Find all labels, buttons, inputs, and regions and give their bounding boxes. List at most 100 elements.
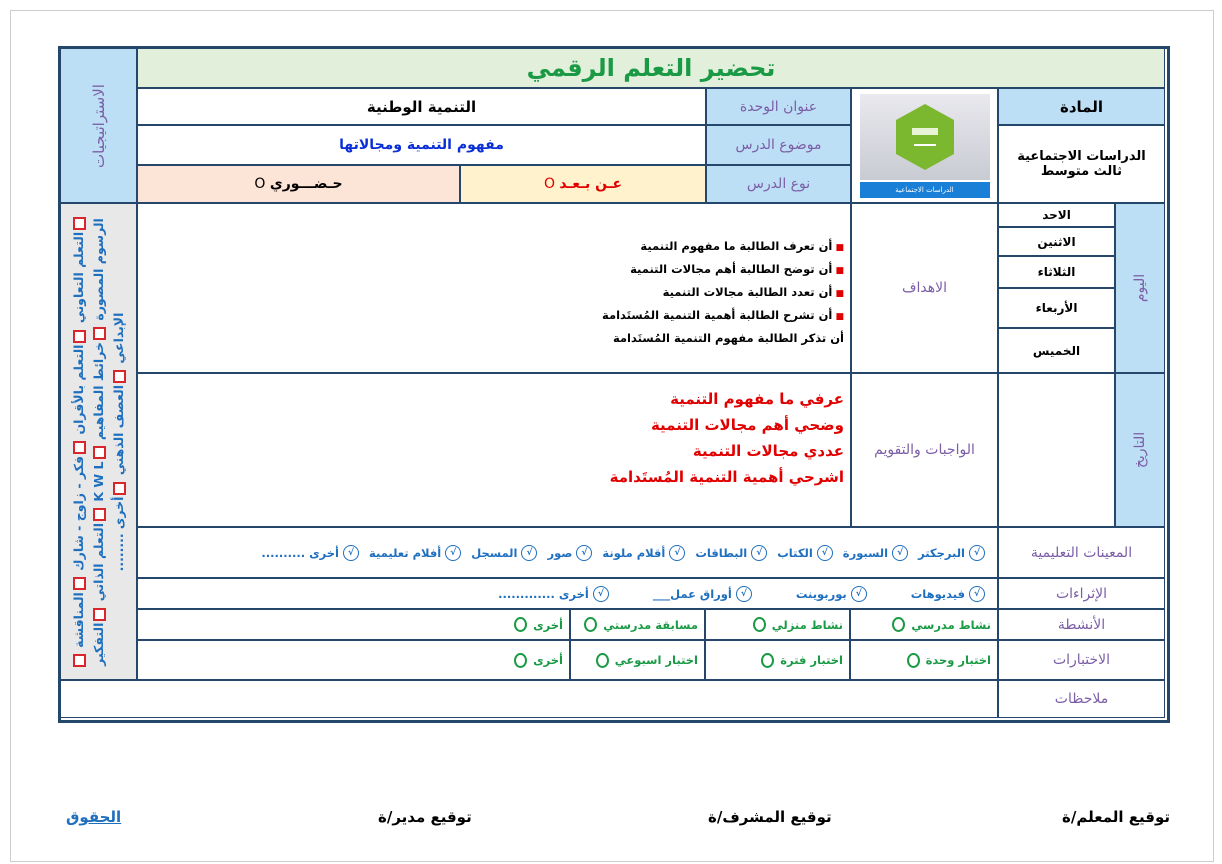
day-item[interactable]: الأربعاء xyxy=(998,288,1115,328)
radio-circle[interactable] xyxy=(514,617,528,632)
bullet-icon: ■ xyxy=(832,243,844,253)
checkbox[interactable] xyxy=(112,369,126,383)
strategy-option[interactable]: العصف الذهني xyxy=(111,367,126,475)
activities-label: الأنشطة xyxy=(998,609,1165,640)
remote-label: عـن بـعـد xyxy=(559,176,623,192)
tests-option[interactable]: اختبار اسبوعي xyxy=(570,640,705,680)
activities-label: أخرى xyxy=(533,617,563,632)
remote-radio[interactable]: O xyxy=(543,176,555,192)
in-person-label: حـضـــوري xyxy=(269,176,343,192)
enrichment-content: √ فيديوهات √ بوربوينت √ أوراق عمل___ √ أخرى ...… xyxy=(137,578,998,609)
checkbox[interactable] xyxy=(92,507,106,521)
objectives-content: ■ أن تعرف الطالبة ما مفهوم التنمية ■ أن ت… xyxy=(137,203,851,373)
check-circle-icon[interactable]: √ xyxy=(892,544,909,561)
radio-circle[interactable] xyxy=(595,652,609,668)
checkbox[interactable] xyxy=(112,481,126,495)
aids-option[interactable]: √ أفلام تعليمية xyxy=(369,544,465,561)
tests-option[interactable]: اختبار فترة xyxy=(705,640,850,680)
checkbox[interactable] xyxy=(72,576,86,590)
day-item[interactable]: الثلاثاء xyxy=(998,256,1115,288)
subject-logo xyxy=(859,93,990,180)
strategy-option[interactable]: التعلم الذاتي xyxy=(91,506,106,601)
radio-circle[interactable] xyxy=(752,617,766,632)
objective-item: ■ أن تشرح الطالبة أهمية التنمية المُستَد… xyxy=(602,305,844,328)
check-circle-icon[interactable]: √ xyxy=(445,544,462,561)
strategy-label: التعلم التعاوني xyxy=(70,231,86,323)
radio-circle[interactable] xyxy=(514,652,528,668)
aids-option[interactable]: √ المسجل xyxy=(471,544,541,561)
day-item[interactable]: الاثنين xyxy=(998,227,1115,256)
subject-value: الدراسات الاجتماعية ثالث متوسط xyxy=(998,125,1165,203)
objectives-list: ■ أن تعرف الطالبة ما مفهوم التنمية ■ أن ت… xyxy=(602,236,844,349)
check-circle-icon[interactable]: √ xyxy=(576,544,593,561)
tests-option[interactable]: أخرى xyxy=(137,640,570,680)
page-frame xyxy=(10,10,1214,862)
tests-label: اختبار وحدة xyxy=(925,653,991,667)
check-circle-icon[interactable]: √ xyxy=(343,544,359,561)
in-person-radio[interactable]: O xyxy=(254,176,266,192)
enrichment-option[interactable]: √ أخرى ............. xyxy=(498,585,613,602)
aids-option[interactable]: √ البرجكتر xyxy=(918,544,989,561)
aids-option[interactable]: √ الكتاب xyxy=(777,544,837,561)
aids-option[interactable]: √ صور xyxy=(547,544,596,561)
rights-link[interactable]: الحقوق xyxy=(66,808,122,826)
strategy-option[interactable]: التعلم التعاوني xyxy=(70,214,86,323)
check-circle-icon[interactable]: √ xyxy=(592,585,609,602)
aids-label: صور xyxy=(547,545,573,560)
checkbox[interactable] xyxy=(92,326,106,340)
strategy-option[interactable]: المناقشة xyxy=(71,575,86,647)
radio-circle[interactable] xyxy=(892,617,906,632)
aids-option[interactable]: √ البطاقات xyxy=(695,544,771,561)
unit-label: عنوان الوحدة xyxy=(706,88,851,125)
date-value[interactable] xyxy=(998,373,1115,527)
radio-circle[interactable] xyxy=(906,652,920,668)
checkbox[interactable] xyxy=(92,446,106,459)
aids-option[interactable]: √ أقلام ملونة xyxy=(602,544,689,561)
activities-option[interactable]: نشاط منزلي xyxy=(705,609,850,640)
grade-level: ثالث متوسط xyxy=(1040,164,1123,179)
enrichment-option[interactable]: √ أوراق عمل___ xyxy=(652,585,756,602)
day-item[interactable]: الاحد xyxy=(998,203,1115,227)
strategy-label: خرائط المفاهيم xyxy=(90,341,106,440)
check-circle-icon[interactable]: √ xyxy=(969,585,985,602)
enrichment-option[interactable]: √ بوربوينت xyxy=(796,585,871,602)
objective-item: ■ أن تعرف الطالبة ما مفهوم التنمية xyxy=(602,236,844,259)
strategy-option[interactable]: التعلم بالأقران xyxy=(71,327,86,434)
day-item[interactable]: الخميس xyxy=(998,328,1115,373)
check-circle-icon[interactable]: √ xyxy=(669,544,686,561)
check-circle-icon[interactable]: √ xyxy=(751,544,768,561)
strategy-option[interactable]: خرائط المفاهيم xyxy=(91,325,106,440)
radio-circle[interactable] xyxy=(584,617,598,632)
in-person-option[interactable]: حـضـــوري O xyxy=(137,165,460,203)
checkbox[interactable] xyxy=(92,607,106,621)
activities-option[interactable]: نشاط مدرسي xyxy=(850,609,998,640)
day-label: اليوم xyxy=(1132,273,1148,303)
activities-option[interactable]: مسابقة مدرستي xyxy=(570,609,705,640)
radio-circle[interactable] xyxy=(761,652,775,668)
checkbox[interactable] xyxy=(72,216,86,230)
unit-value: التنمية الوطنية xyxy=(137,88,706,125)
check-circle-icon[interactable]: √ xyxy=(969,544,985,561)
strategy-option[interactable]: K W L xyxy=(91,444,106,501)
enrichment-option[interactable]: √ فيديوهات xyxy=(911,585,989,602)
strategy-option[interactable]: فكر - زاوج - شارك xyxy=(71,438,86,570)
enrichment-label: أوراق عمل___ xyxy=(652,586,732,601)
check-circle-icon[interactable]: √ xyxy=(735,585,752,602)
objective-text: أن تعدد الطالبة مجالات التنمية xyxy=(662,285,833,299)
tests-option[interactable]: اختبار وحدة xyxy=(850,640,998,680)
strategies-label: الاستراتيجيات xyxy=(89,83,108,168)
homework-item: وضحي أهم مجالات التنمية xyxy=(650,416,844,434)
checkbox[interactable] xyxy=(72,653,86,667)
activities-label: نشاط مدرسي xyxy=(911,617,991,632)
check-circle-icon[interactable]: √ xyxy=(850,585,867,602)
checkbox[interactable] xyxy=(72,329,86,343)
activities-option[interactable]: أخرى xyxy=(137,609,570,640)
remote-option[interactable]: عـن بـعـد O xyxy=(460,165,706,203)
strategy-option[interactable]: أخرى ........ xyxy=(111,479,126,571)
check-circle-icon[interactable]: √ xyxy=(521,544,538,561)
check-circle-icon[interactable]: √ xyxy=(816,544,833,561)
aids-option[interactable]: √ أخرى .......... xyxy=(261,544,363,561)
notes-value[interactable] xyxy=(60,680,998,718)
checkbox[interactable] xyxy=(72,440,86,454)
aids-option[interactable]: √ السبورة xyxy=(843,544,912,561)
